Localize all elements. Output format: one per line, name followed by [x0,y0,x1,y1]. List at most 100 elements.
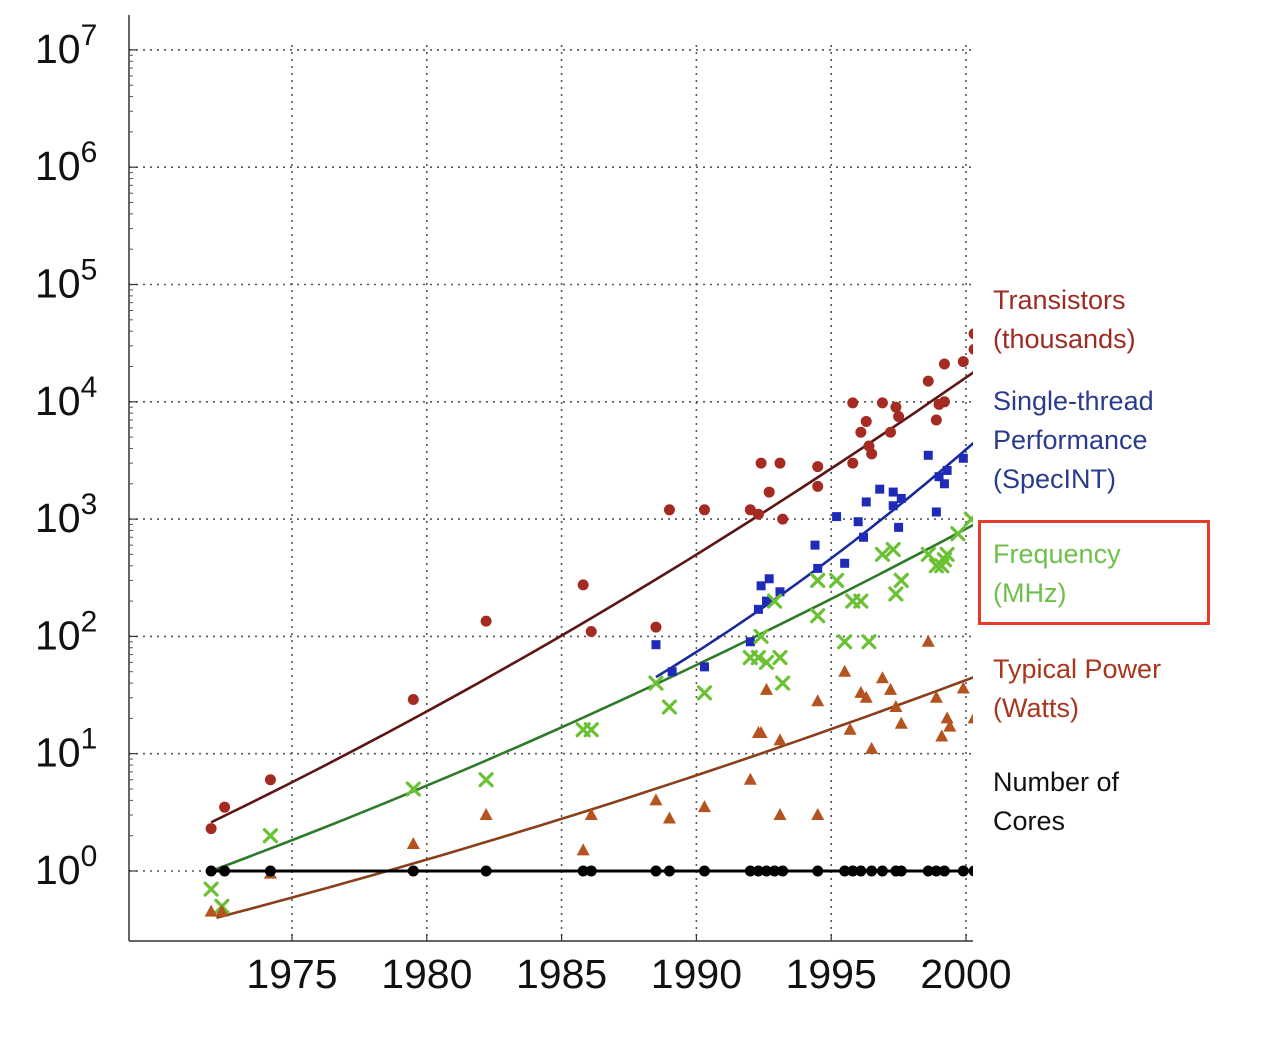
point-single-thread-performance-specint [958,453,968,463]
point-number-of-cores [812,865,824,877]
point-single-thread-performance-specint [699,662,709,672]
point-single-thread-performance-specint [651,640,661,650]
point-number-of-cores [866,865,878,877]
legend-item-typical-power-watts: Typical Power (Watts) [993,650,1161,728]
point-transistors-thousands [885,426,897,438]
legend-text: (SpecINT) [993,464,1117,494]
y-tick-label: 106 [35,136,97,189]
point-transistors-thousands [407,693,419,705]
tick-labels: 1975 1980 1985 1990 1995 2000 100 101 102 103 104 1… [35,19,1012,997]
point-transistors-thousands [860,415,872,427]
point-transistors-thousands [264,774,276,786]
trend-line-transistors-thousands [210,371,973,824]
legend-text: Transistors [993,285,1126,315]
point-typical-power-watts [838,664,852,677]
point-transistors-thousands [968,343,973,355]
point-single-thread-performance-specint [840,558,850,568]
point-transistors-thousands [585,626,597,638]
point-number-of-cores [760,865,772,877]
point-frequency-mhz [478,772,494,788]
point-frequency-mhz [885,541,901,558]
point-transistors-thousands [855,426,867,438]
point-frequency-mhz [750,649,767,666]
point-number-of-cores [698,865,710,877]
legend-highlight-box [978,520,1210,625]
point-typical-power-watts [697,800,711,813]
point-single-thread-performance-specint [859,532,869,542]
point-frequency-mhz [920,546,936,563]
point-number-of-cores [744,865,756,877]
point-transistors-thousands [968,328,973,340]
point-transistors-thousands [847,457,859,469]
point-typical-power-watts [479,808,493,821]
point-frequency-mhz [893,572,909,589]
point-number-of-cores [480,865,492,877]
point-typical-power-watts [584,808,598,821]
point-frequency-mhz [766,593,783,609]
point-number-of-cores [876,865,888,877]
point-typical-power-watts [956,681,970,694]
point-single-thread-performance-specint [875,484,885,494]
legend-text: Typical Power [993,654,1162,684]
point-frequency-mhz [405,781,421,797]
legend-item-single-thread-performance-specint: Single-thread Performance (SpecINT) [993,382,1154,499]
point-transistors-thousands [957,356,969,368]
point-typical-power-watts [759,682,773,695]
point-typical-power-watts [967,713,973,724]
x-tick-label: 1980 [381,951,472,997]
point-frequency-mhz [753,628,769,644]
point-typical-power-watts [811,694,825,707]
point-typical-power-watts [875,671,889,684]
point-frequency-mhz [262,828,279,844]
point-transistors-thousands [890,401,902,413]
point-transistors-thousands [219,801,231,813]
point-single-thread-performance-specint [853,517,863,527]
point-typical-power-watts [889,700,903,713]
legend-text: Cores [993,806,1066,836]
legend-text: (thousands) [993,324,1136,354]
y-tick-label: 104 [35,371,97,424]
point-typical-power-watts [204,904,218,917]
point-frequency-mhz [810,608,826,624]
point-number-of-cores [264,865,276,877]
point-single-thread-performance-specint [753,604,763,614]
point-transistors-thousands [663,504,675,516]
point-single-thread-performance-specint [832,512,842,522]
point-number-of-cores [205,865,217,877]
point-single-thread-performance-specint [939,479,949,489]
x-tick-label: 1985 [516,951,607,997]
point-transistors-thousands [205,823,217,835]
point-single-thread-performance-specint [756,581,766,591]
point-single-thread-performance-specint [813,563,823,573]
point-single-thread-performance-specint [894,522,904,532]
point-transistors-thousands [847,397,859,409]
point-typical-power-watts [406,836,420,849]
point-typical-power-watts [894,716,908,729]
legend-text: (MHz) [993,578,1067,608]
legend-text: Number of [993,767,1120,797]
point-frequency-mhz [203,881,219,897]
point-frequency-mhz [583,722,599,738]
point-frequency-mhz [772,649,788,666]
point-single-thread-performance-specint [764,574,774,584]
point-typical-power-watts [859,690,873,703]
point-transistors-thousands [930,414,942,426]
point-frequency-mhz [828,572,845,589]
legend-text: Performance [993,425,1148,455]
point-typical-power-watts [921,634,935,647]
point-typical-power-watts [940,711,954,724]
point-number-of-cores [650,865,662,877]
point-transistors-thousands [755,457,767,469]
trend-lines [210,371,973,919]
point-single-thread-performance-specint [888,487,898,497]
point-transistors-thousands [812,461,824,473]
y-tick-label: 102 [35,605,97,658]
x-tick-label: 1975 [246,951,337,997]
grid [129,45,973,941]
trend-line-typical-power-watts [216,676,973,919]
point-typical-power-watts [929,690,943,703]
point-single-thread-performance-specint [861,497,871,507]
point-single-thread-performance-specint [896,493,906,503]
point-number-of-cores [922,865,934,877]
point-typical-power-watts [884,682,898,695]
